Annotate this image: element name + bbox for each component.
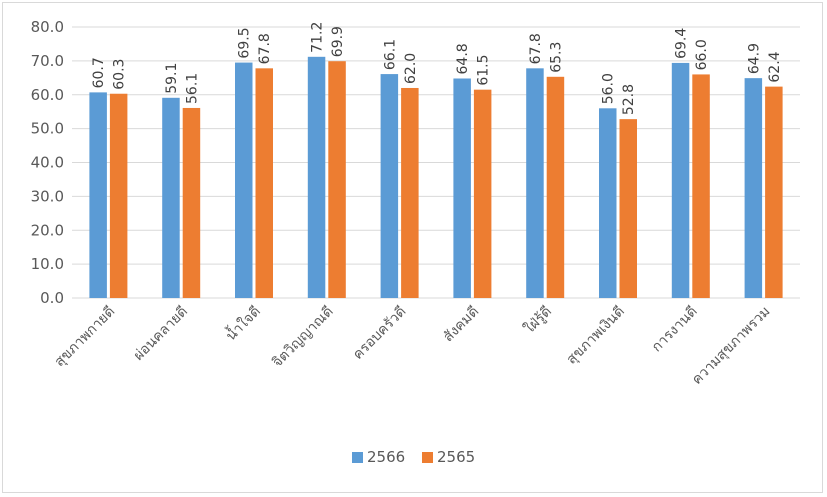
- data-label-2565: 56.1: [184, 73, 200, 104]
- bar-2565: [182, 107, 201, 299]
- y-tick-label: 50.0: [31, 120, 64, 138]
- data-label-2566: 64.8: [455, 43, 471, 74]
- bar-2566: [89, 92, 107, 298]
- legend-swatch-2566: [352, 452, 363, 463]
- x-tick-label: ใฝ่รู้ดี: [521, 303, 555, 337]
- data-label-2565: 62.0: [403, 53, 419, 84]
- data-label-2565: 66.0: [694, 39, 710, 70]
- bar-2566: [162, 97, 180, 298]
- y-tick-label: 40.0: [31, 154, 64, 172]
- data-label-2566: 56.0: [601, 73, 617, 104]
- data-label-2565: 69.9: [330, 26, 346, 57]
- data-label-2565: 52.8: [621, 84, 637, 115]
- bar-2565: [546, 76, 565, 298]
- bar-2566: [526, 68, 544, 298]
- y-tick-label: 0.0: [40, 289, 64, 307]
- data-label-2566: 59.1: [164, 63, 180, 94]
- bar-2566: [453, 78, 471, 299]
- data-label-2565: 60.3: [112, 59, 128, 90]
- bar-2565: [328, 61, 346, 299]
- bar-2566: [380, 74, 399, 299]
- x-tick-label: การงานดี: [649, 304, 701, 356]
- data-label-2566: 66.1: [382, 39, 398, 70]
- data-label-2565: 65.3: [548, 42, 564, 73]
- x-tick-label: น้ำใจดี: [221, 301, 264, 344]
- x-tick-label: ความสุขภาพรวม: [689, 304, 773, 388]
- bar-2566: [744, 78, 763, 299]
- bar-2565: [619, 119, 637, 298]
- bar-2566: [599, 108, 617, 298]
- bar-2565: [401, 87, 419, 298]
- data-label-2565: 67.8: [257, 33, 273, 64]
- x-tick-label: จิตวิญญาณดี: [269, 304, 336, 371]
- y-tick-label: 80.0: [31, 18, 64, 36]
- x-tick-label: ครอบครัวดี: [350, 304, 409, 363]
- legend-label-2566: 2566: [367, 448, 405, 466]
- x-tick-label: สังคมดี: [440, 304, 482, 346]
- x-tick-label: สุขภาพกายดี: [52, 304, 119, 371]
- bar-2565: [255, 68, 273, 298]
- bar-2565: [765, 86, 783, 299]
- data-label-2566: 67.8: [528, 33, 544, 64]
- bar-2566: [235, 62, 253, 298]
- data-label-2566: 64.9: [746, 43, 762, 74]
- legend-swatch-2565: [422, 452, 433, 463]
- y-tick-label: 20.0: [31, 221, 64, 239]
- data-label-2565: 62.4: [767, 51, 783, 82]
- x-tick-label: สุขภาพเงินดี: [564, 304, 628, 368]
- y-tick-label: 70.0: [31, 52, 64, 70]
- bar-2565: [473, 89, 492, 298]
- y-tick-label: 30.0: [31, 187, 64, 205]
- data-label-2566: 69.5: [237, 27, 253, 58]
- bar-2565: [692, 74, 710, 298]
- y-tick-label: 60.0: [31, 86, 64, 104]
- bar-2566: [671, 62, 690, 298]
- legend-label-2565: 2565: [437, 448, 475, 466]
- data-label-2566: 60.7: [91, 57, 107, 88]
- x-tick-label: ผ่อนคลายดี: [131, 304, 191, 364]
- data-label-2565: 61.5: [476, 54, 492, 85]
- data-label-2566: 69.4: [674, 28, 690, 59]
- y-tick-label: 10.0: [31, 255, 64, 273]
- bar-2565: [109, 93, 128, 298]
- bar-2566: [307, 56, 326, 299]
- data-label-2566: 71.2: [310, 22, 326, 53]
